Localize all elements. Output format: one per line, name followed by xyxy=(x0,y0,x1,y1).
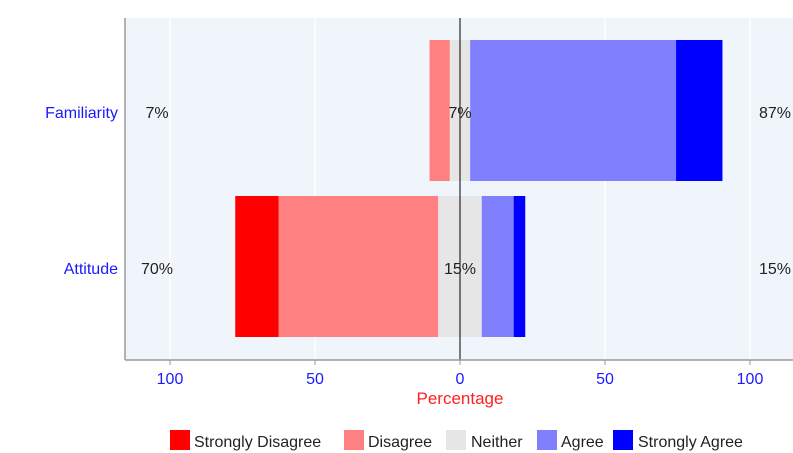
bar-attitude-agree xyxy=(481,196,514,337)
neither-pct-familiarity: 7% xyxy=(448,105,471,122)
legend-swatch-neither xyxy=(446,430,466,450)
x-axis-title: Percentage xyxy=(417,389,504,408)
x-tick-label-2: 0 xyxy=(456,371,465,388)
bar-attitude-strongly-agree xyxy=(513,196,526,337)
bar-attitude-disagree xyxy=(278,196,439,337)
agree-pct-attitude: 15% xyxy=(759,261,791,278)
category-label-attitude: Attitude xyxy=(64,261,118,278)
legend-label-strongly-disagree: Strongly Disagree xyxy=(194,434,321,451)
legend-label-neither: Neither xyxy=(471,434,523,451)
legend-label-strongly-agree: Strongly Agree xyxy=(638,434,743,451)
disagree-pct-familiarity: 7% xyxy=(145,105,168,122)
legend-label-agree: Agree xyxy=(561,434,604,451)
category-label-familiarity: Familiarity xyxy=(45,105,118,122)
bar-attitude-strongly-disagree xyxy=(235,196,279,337)
neither-pct-attitude: 15% xyxy=(444,261,476,278)
bar-familiarity-agree xyxy=(470,40,677,181)
legend-swatch-disagree xyxy=(344,430,364,450)
x-tick-label-1: 50 xyxy=(306,371,324,388)
disagree-pct-attitude: 70% xyxy=(141,261,173,278)
legend-swatch-strongly-disagree xyxy=(170,430,190,450)
legend-swatch-agree xyxy=(537,430,557,450)
x-tick-label-3: 50 xyxy=(596,371,614,388)
bar-familiarity-disagree xyxy=(429,40,450,181)
legend-label-disagree: Disagree xyxy=(368,434,432,451)
x-tick-label-0: 100 xyxy=(157,371,184,388)
legend-swatch-strongly-agree xyxy=(613,430,633,450)
x-tick-label-4: 100 xyxy=(737,371,764,388)
agree-pct-familiarity: 87% xyxy=(759,105,791,122)
bar-familiarity-strongly-agree xyxy=(676,40,723,181)
